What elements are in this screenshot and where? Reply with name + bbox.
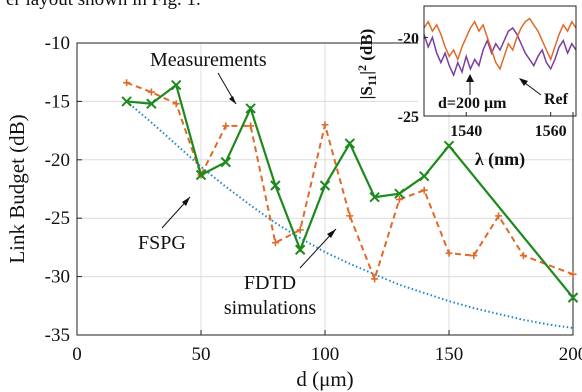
main-y-tick-label: -35 bbox=[45, 325, 70, 346]
marker-fdtd bbox=[147, 88, 155, 96]
marker-fdtd bbox=[321, 121, 329, 129]
inset-series-line-ref bbox=[423, 17, 577, 71]
main-x-tick-label: 0 bbox=[72, 344, 82, 365]
annotation-fdtd-line2: simulations bbox=[224, 297, 316, 319]
marker-fdtd bbox=[569, 270, 577, 278]
main-y-tick-label: -10 bbox=[45, 33, 70, 54]
marker-measurements bbox=[121, 96, 132, 107]
marker-fdtd bbox=[222, 122, 230, 130]
marker-measurements bbox=[319, 180, 331, 191]
annotation-fdtd-line1: FDTD bbox=[244, 272, 296, 294]
main-x-tick-label: 150 bbox=[435, 344, 464, 365]
marker-fdtd bbox=[470, 252, 478, 260]
inset-y-tick-label: -25 bbox=[398, 109, 419, 126]
main-y-axis-label: Link Budget (dB) bbox=[5, 114, 29, 263]
marker-measurements bbox=[146, 98, 157, 109]
main-y-tick-label: -20 bbox=[45, 150, 70, 171]
inset-series-group bbox=[423, 17, 577, 78]
marker-measurements bbox=[567, 292, 579, 303]
marker-fdtd bbox=[247, 122, 255, 130]
marker-fdtd bbox=[172, 100, 180, 108]
series-line-fspg bbox=[125, 100, 574, 329]
inset-x-tick-label: 1560 bbox=[535, 123, 567, 140]
marker-measurements bbox=[170, 79, 182, 91]
main-series-group bbox=[121, 79, 579, 329]
arrow-fspg-head bbox=[182, 197, 190, 206]
inset-tick-labels: 1540 1560 -20 -25 bbox=[398, 30, 567, 140]
main-y-tick-label: -30 bbox=[45, 267, 70, 288]
marker-measurements bbox=[270, 180, 281, 191]
arrow-fdtd-head bbox=[327, 229, 336, 238]
marker-measurements bbox=[195, 169, 207, 181]
marker-fdtd bbox=[495, 212, 503, 220]
marker-fdtd bbox=[371, 275, 379, 283]
marker-measurements bbox=[369, 191, 380, 203]
inset-arrow-ref-head bbox=[519, 78, 528, 86]
inset-x-tick-label: 1540 bbox=[450, 123, 482, 140]
marker-measurements bbox=[245, 103, 256, 114]
marker-measurements bbox=[344, 138, 356, 149]
marker-fdtd bbox=[395, 196, 403, 204]
marker-measurements bbox=[220, 156, 232, 168]
annotation-fspg: FSPG bbox=[138, 232, 186, 254]
main-x-tick-label: 50 bbox=[192, 344, 211, 365]
inset-annotation-d200: d=200 μm bbox=[438, 95, 507, 112]
main-y-tick-label: -25 bbox=[45, 208, 70, 229]
annotation-measurements: Measurements bbox=[150, 49, 267, 71]
series-line-fdtd bbox=[126, 81, 574, 282]
main-x-tick-label: 100 bbox=[311, 344, 340, 365]
marker-measurements bbox=[418, 170, 430, 182]
arrow-measurements-head bbox=[229, 96, 236, 104]
marker-fdtd bbox=[519, 252, 527, 260]
inset-series-line-d200 bbox=[423, 26, 577, 78]
inset-y-axis-label: |S11|2 (dB) bbox=[355, 29, 379, 100]
marker-fdtd bbox=[296, 226, 304, 234]
marker-measurements bbox=[294, 244, 306, 255]
marker-fdtd bbox=[420, 186, 428, 194]
inset-arrow-d200-head bbox=[466, 74, 474, 82]
inset-x-axis-label: λ (nm) bbox=[475, 149, 525, 170]
figure-caption-fragment: er layout shown in Fig. 1. bbox=[6, 0, 201, 11]
series-line-measurements bbox=[126, 83, 574, 299]
marker-measurements bbox=[394, 188, 405, 199]
main-x-tick-label: 200 bbox=[559, 344, 582, 365]
main-tick-labels: 0 50 100 150 200 -10 -15 -20 -25 -30 -35 bbox=[45, 33, 582, 365]
marker-measurements bbox=[443, 140, 455, 151]
main-x-axis-label: d (μm) bbox=[296, 367, 353, 391]
inset-annotation-ref: Ref bbox=[544, 91, 569, 108]
marker-fdtd bbox=[271, 239, 279, 247]
main-y-tick-label: -15 bbox=[45, 91, 70, 112]
inset-plot-frame bbox=[423, 5, 577, 117]
inset-y-tick-label: -20 bbox=[398, 30, 419, 47]
marker-fdtd bbox=[445, 249, 453, 257]
marker-fdtd bbox=[123, 79, 131, 87]
marker-fdtd bbox=[346, 212, 354, 220]
